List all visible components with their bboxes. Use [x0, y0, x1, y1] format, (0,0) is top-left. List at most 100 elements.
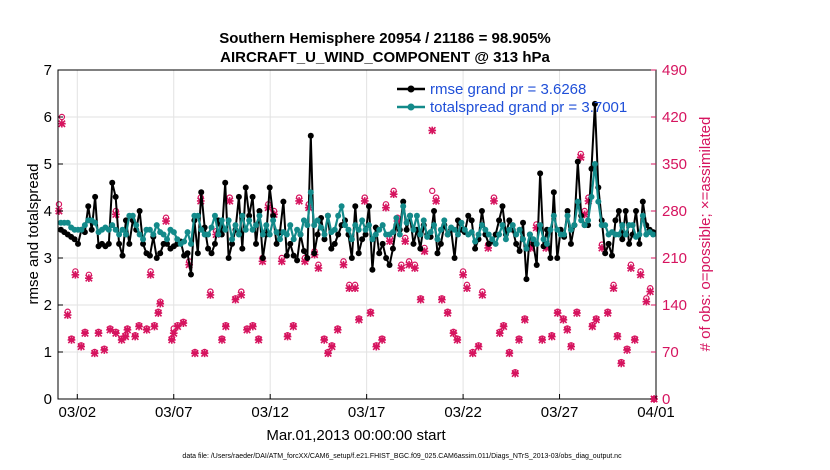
legend-spread-label: totalspread grand pr = 3.7001 [430, 99, 627, 116]
obs-assimilated-point-118 [636, 270, 645, 279]
rmse-point-23 [136, 208, 143, 214]
left-axis-ticks: 0 1 2 3 4 5 6 7 [44, 62, 63, 408]
obs-assimilated-point-102 [563, 326, 572, 334]
obs-assimilated-point-22 [154, 309, 163, 317]
left-tick-label-5: 5 [44, 156, 52, 173]
legend-rmse-marker [407, 85, 415, 93]
spread-point-70 [297, 231, 304, 238]
obs-assimilated-point-67 [385, 237, 394, 246]
spread-point-144 [550, 212, 557, 219]
obs-assimilated-point-40 [243, 326, 251, 334]
rmse-point-166 [626, 240, 633, 247]
obs-assimilated-point-77 [432, 197, 440, 205]
obs-assimilated-point-3 [67, 336, 76, 344]
obs-assimilated-point-75 [420, 247, 429, 256]
rmse-point-129 [499, 203, 506, 210]
rmse-point-54 [242, 184, 249, 191]
spread-point-81 [335, 212, 342, 219]
obs-assimilated-point-55 [324, 349, 332, 358]
rmse-point-65 [280, 198, 287, 205]
spread-point-86 [352, 222, 359, 229]
rmse-point-163 [615, 208, 622, 214]
obs-assimilated-point-25 [167, 336, 176, 344]
spread-point-57 [253, 222, 260, 229]
obs-assimilated-point-38 [231, 295, 240, 304]
right-tick-label-3: 210 [662, 250, 687, 267]
spread-point-45 [211, 212, 218, 219]
spread-point-54 [242, 226, 249, 233]
obs-assimilated-point-57 [333, 326, 342, 334]
spread-point-94 [379, 222, 386, 229]
spread-point-76 [318, 224, 325, 231]
obs-assimilated-point-111 [603, 309, 612, 317]
rmse-point-159 [602, 250, 609, 257]
obs-assimilated-point-105 [576, 153, 585, 162]
chart-subtitle: AIRCRAFT_U_WIND_COMPONENT @ 313 hPa [220, 49, 550, 66]
obs-assimilated-point-23 [156, 299, 165, 308]
obs-assimilated-point-35 [218, 336, 226, 344]
obs-assimilated-point-60 [351, 284, 359, 293]
rmse-point-72 [304, 255, 311, 261]
obs-assimilated-point-91 [505, 349, 514, 358]
spread-point-15 [109, 222, 116, 229]
obs-assimilated-point-74 [416, 295, 425, 304]
legend-spread-marker [407, 103, 415, 111]
obs-assimilated-point-100 [553, 309, 562, 317]
obs-assimilated-point-17 [131, 332, 140, 341]
spread-point-165 [622, 231, 629, 238]
rmse-point-89 [362, 231, 369, 238]
rmse-point-57 [253, 240, 260, 247]
rmse-point-59 [259, 255, 266, 261]
spread-point-91 [369, 236, 376, 243]
obs-assimilated-point-92 [511, 369, 520, 378]
obs-assimilated-point-116 [627, 264, 635, 272]
obs-assimilated-point-14 [117, 336, 126, 344]
spread-point-69 [294, 226, 301, 233]
spread-point-122 [475, 231, 482, 238]
spread-point-90 [365, 222, 372, 229]
obs-assimilated-point-90 [499, 322, 508, 331]
rmse-point-50 [229, 240, 236, 247]
spread-point-31 [164, 236, 171, 243]
spread-point-147 [561, 231, 568, 238]
obs-assimilated-point-84 [468, 349, 477, 358]
obs-assimilated-point-61 [355, 315, 363, 324]
spread-point-130 [502, 236, 509, 243]
rmse-point-52 [235, 193, 242, 200]
x-tick-label-3: 03/17 [348, 404, 386, 421]
spread-point-82 [338, 203, 345, 210]
spread-point-163 [615, 231, 622, 238]
obs-assimilated-point-94 [520, 315, 529, 324]
spread-point-143 [547, 226, 554, 233]
obs-assimilated-point-120 [646, 287, 655, 296]
left-axis-label: rmse and totalspread [25, 164, 42, 305]
spread-point-148 [564, 212, 571, 219]
spread-point-93 [376, 226, 383, 233]
obs-assimilated-point-24 [162, 217, 170, 225]
right-tick-label-1: 70 [662, 344, 679, 361]
obs-assimilated-point-93 [515, 336, 523, 344]
x-tick-label-0: 03/02 [59, 404, 97, 421]
spread-point-66 [283, 231, 290, 238]
rmse-point-100 [400, 198, 407, 205]
obs-assimilated-point-54 [320, 336, 329, 344]
rmse-point-97 [389, 245, 396, 252]
obs-assimilated-point-63 [366, 309, 375, 317]
legend-rmse-label: rmse grand pr = 3.6268 [430, 81, 586, 98]
obs-assimilated-point-72 [405, 260, 413, 269]
spread-point-67 [287, 222, 294, 229]
obs-assimilated-point-119 [642, 297, 651, 306]
spread-point-154 [585, 217, 592, 224]
rmse-point-68 [290, 252, 297, 259]
obs-assimilated-point-101 [559, 315, 568, 324]
spread-point-74 [311, 222, 318, 229]
x-tick-label-2: 03/12 [251, 404, 289, 421]
obs-assimilated-point-19 [142, 326, 151, 334]
rmse-point-62 [270, 212, 277, 219]
rmse-point-69 [294, 257, 301, 264]
obs-assimilated-point-65 [378, 336, 386, 344]
spread-point-24 [140, 236, 147, 243]
obs-assimilated-point-33 [206, 291, 215, 299]
spread-point-62 [270, 217, 277, 224]
rmse-point-15 [109, 179, 116, 186]
